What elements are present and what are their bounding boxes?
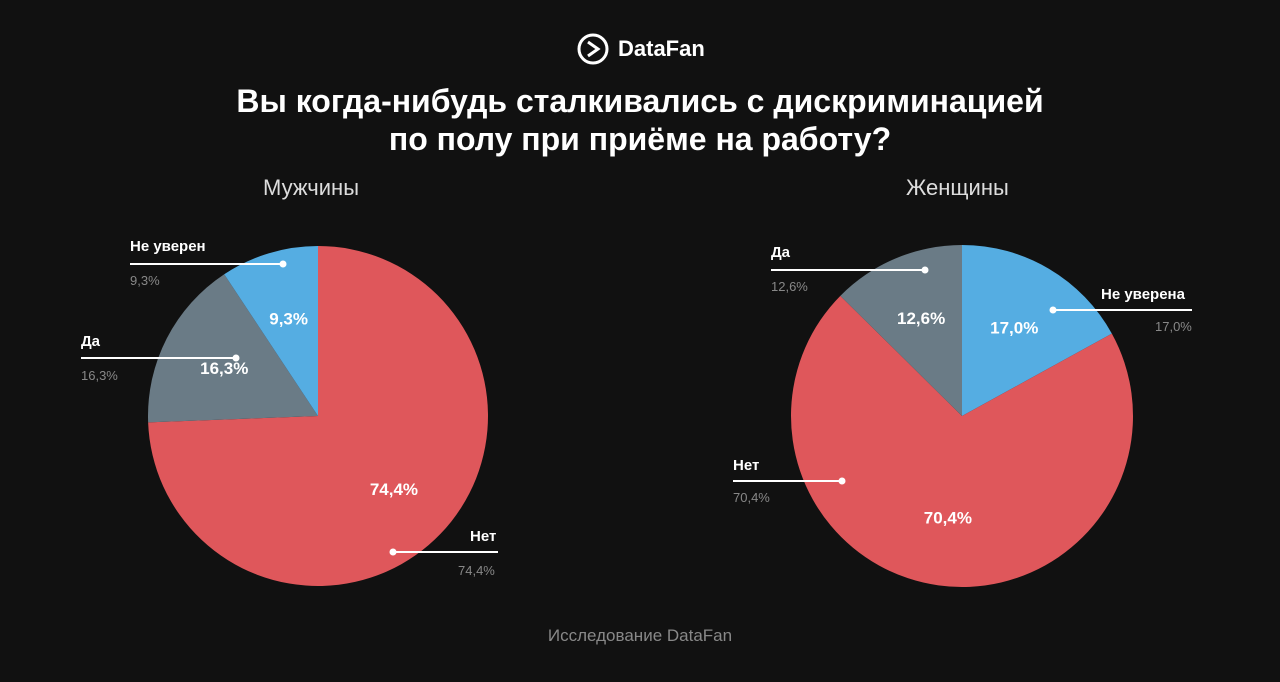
pie-title-women: Женщины [906, 175, 1009, 200]
leader-dot [838, 477, 846, 485]
pie-slice [148, 246, 489, 586]
leader-dot [279, 260, 287, 268]
title-line-1: Вы когда-нибудь сталкивались с дискримин… [236, 83, 1044, 119]
legend-label: Да [771, 244, 791, 261]
pie-slice [840, 245, 962, 416]
brand-name: DataFan [618, 36, 705, 61]
legend-label: Не уверен [130, 238, 206, 255]
leader-dot [232, 354, 240, 362]
footer-source: Исследование DataFan [547, 626, 733, 645]
pie-title-men: Мужчины [263, 175, 360, 200]
pie-slice [224, 246, 318, 416]
leader-dot [1049, 306, 1057, 314]
legend-pct: 9,3% [130, 273, 160, 288]
slice-value-label: 70,4% [924, 509, 972, 528]
leader-dot [389, 548, 397, 556]
legend-pct: 74,4% [458, 563, 495, 578]
datafan-logo-icon [577, 33, 609, 65]
slice-value-label: 16,3% [200, 359, 248, 378]
slice-value-label: 17,0% [990, 319, 1038, 338]
slice-value-label: 9,3% [269, 309, 308, 328]
legend-pct: 16,3% [81, 368, 118, 383]
legend-pct: 70,4% [733, 490, 770, 505]
leader-dot [921, 266, 929, 274]
legend-label: Нет [470, 528, 497, 545]
title-line-2: по полу при приёме на работу? [388, 121, 892, 157]
slice-value-label: 74,4% [370, 480, 418, 499]
slice-value-label: 12,6% [897, 309, 945, 328]
chart-title: Вы когда-нибудь сталкивались с дискримин… [0, 82, 1280, 158]
pie-slice [962, 245, 1112, 416]
legend-label: Да [81, 333, 101, 350]
legend-pct: 12,6% [771, 279, 808, 294]
legend-label: Нет [733, 457, 760, 474]
pie-slice [148, 274, 318, 423]
pie-slice [791, 295, 1133, 588]
legend-pct: 17,0% [1155, 319, 1192, 334]
brand-logo: DataFan [576, 32, 705, 66]
legend-label: Не уверена [1101, 286, 1185, 303]
